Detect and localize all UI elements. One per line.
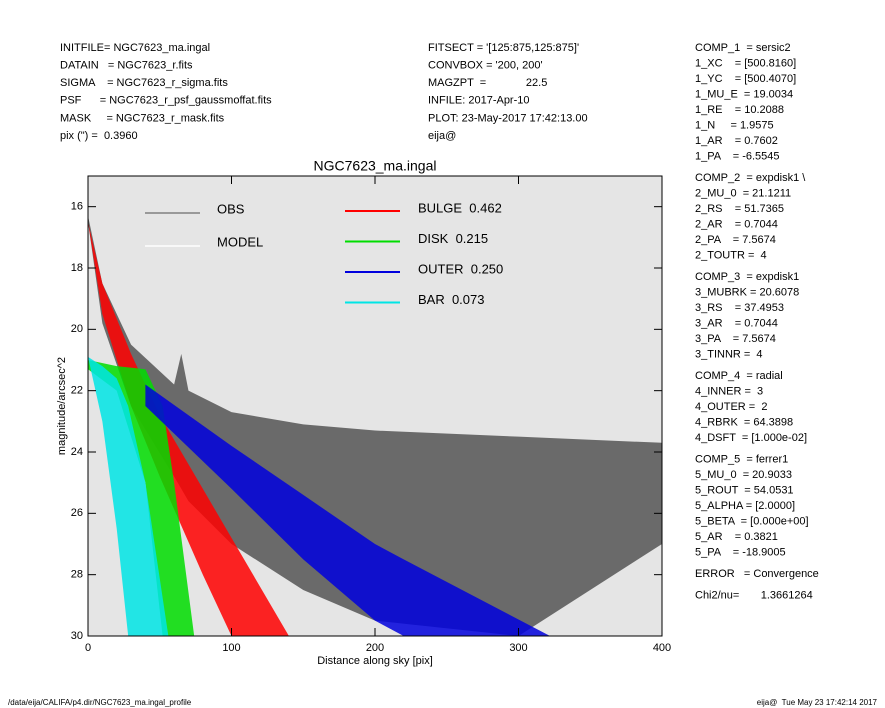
parameter-line: 3_MUBRK = 20.6078 — [695, 286, 799, 298]
legend-label: BAR 0.073 — [418, 292, 485, 307]
header-line: SIGMA = NGC7623_r_sigma.fits — [60, 77, 228, 89]
parameter-line: COMP_5 = ferrer1 — [695, 453, 788, 465]
parameter-line: 1_N = 1.9575 — [695, 119, 774, 131]
parameter-line: Chi2/nu= 1.3661264 — [695, 589, 813, 601]
parameter-line: COMP_1 = sersic2 — [695, 42, 791, 54]
parameter-line: 3_RS = 37.4953 — [695, 302, 784, 314]
parameter-line: 3_TINNR = 4 — [695, 348, 763, 360]
header-line: INFILE: 2017-Apr-10 — [428, 95, 530, 107]
parameter-line: 4_DSFT = [1.000e-02] — [695, 432, 807, 444]
parameter-line: 4_OUTER = 2 — [695, 401, 767, 413]
header-line: FITSECT = '[125:875,125:875]' — [428, 42, 579, 54]
parameter-line: 5_PA = -18.9005 — [695, 546, 786, 558]
y-tick-label: 20 — [71, 323, 83, 335]
header-line: PLOT: 23-May-2017 17:42:13.00 — [428, 112, 588, 124]
parameter-line: 1_RE = 10.2088 — [695, 104, 784, 116]
parameter-line: 2_RS = 51.7365 — [695, 203, 784, 215]
footer-date: eija@ Tue May 23 17:42:14 2017 — [757, 698, 878, 707]
x-tick-label: 300 — [509, 642, 527, 654]
legend-label: OBS — [217, 201, 245, 216]
y-tick-label: 24 — [71, 446, 83, 458]
y-tick-label: 18 — [71, 262, 83, 274]
header-line: CONVBOX = '200, 200' — [428, 60, 543, 72]
parameter-line: 4_RBRK = 64.3898 — [695, 416, 793, 428]
legend-label: BULGE 0.462 — [418, 200, 502, 215]
parameter-line: 5_MU_0 = 20.9033 — [695, 469, 792, 481]
parameter-line: COMP_4 = radial — [695, 370, 783, 382]
parameter-line: 5_ROUT = 54.0531 — [695, 484, 794, 496]
parameter-line: 5_ALPHA = [2.0000] — [695, 500, 795, 512]
component-band — [88, 360, 195, 636]
parameter-line: 1_AR = 0.7602 — [695, 135, 778, 147]
y-tick-label: 26 — [71, 507, 83, 519]
header-line: eija@ — [428, 130, 456, 142]
parameter-line: 5_AR = 0.3821 — [695, 531, 778, 543]
y-axis-label: magnitude/arcsec^2 — [56, 357, 68, 455]
parameter-line: 2_PA = 7.5674 — [695, 234, 776, 246]
parameter-line: COMP_3 = expdisk1 — [695, 271, 799, 283]
chart-title: NGC7623_ma.ingal — [314, 158, 437, 174]
parameter-line: ERROR = Convergence — [695, 568, 819, 580]
parameter-line: COMP_2 = expdisk1 \ — [695, 172, 806, 184]
parameter-line: 2_MU_0 = 21.1211 — [695, 187, 791, 199]
parameter-line: 3_AR = 0.7044 — [695, 317, 778, 329]
x-tick-label: 0 — [85, 642, 91, 654]
legend-label: MODEL — [217, 234, 263, 249]
y-tick-label: 30 — [71, 630, 83, 642]
x-axis-label: Distance along sky [pix] — [317, 655, 433, 667]
parameter-line: 4_INNER = 3 — [695, 385, 763, 397]
parameter-line: 5_BETA = [0.000e+00] — [695, 515, 809, 527]
x-tick-label: 100 — [222, 642, 240, 654]
x-tick-label: 200 — [366, 642, 384, 654]
parameter-line: 1_YC = [500.4070] — [695, 73, 796, 85]
component-band — [88, 215, 662, 636]
header-line: pix (") = 0.3960 — [60, 130, 138, 142]
y-tick-label: 28 — [71, 569, 83, 581]
parameter-line: 3_PA = 7.5674 — [695, 333, 776, 345]
header-line: MAGZPT = 22.5 — [428, 77, 547, 89]
footer-path: /data/eija/CALIFA/p4.dir/NGC7623_ma.inga… — [8, 698, 192, 707]
legend-label: OUTER 0.250 — [418, 261, 503, 276]
component-band — [88, 356, 169, 636]
y-tick-label: 16 — [71, 201, 83, 213]
header-line: DATAIN = NGC7623_r.fits — [60, 60, 193, 72]
y-tick-label: 22 — [71, 385, 83, 397]
x-tick-label: 400 — [653, 642, 671, 654]
parameter-line: 1_XC = [500.8160] — [695, 57, 796, 69]
header-line: PSF = NGC7623_r_psf_gaussmoffat.fits — [60, 95, 272, 107]
component-band — [145, 384, 551, 636]
header-line: MASK = NGC7623_r_mask.fits — [60, 112, 225, 124]
parameter-line: 2_AR = 0.7044 — [695, 218, 778, 230]
header-line: INITFILE= NGC7623_ma.ingal — [60, 42, 210, 54]
parameter-line: 1_PA = -6.5545 — [695, 150, 780, 162]
legend-label: DISK 0.215 — [418, 231, 488, 246]
parameter-line: 1_MU_E = 19.0034 — [695, 88, 793, 100]
parameter-line: 2_TOUTR = 4 — [695, 249, 767, 261]
